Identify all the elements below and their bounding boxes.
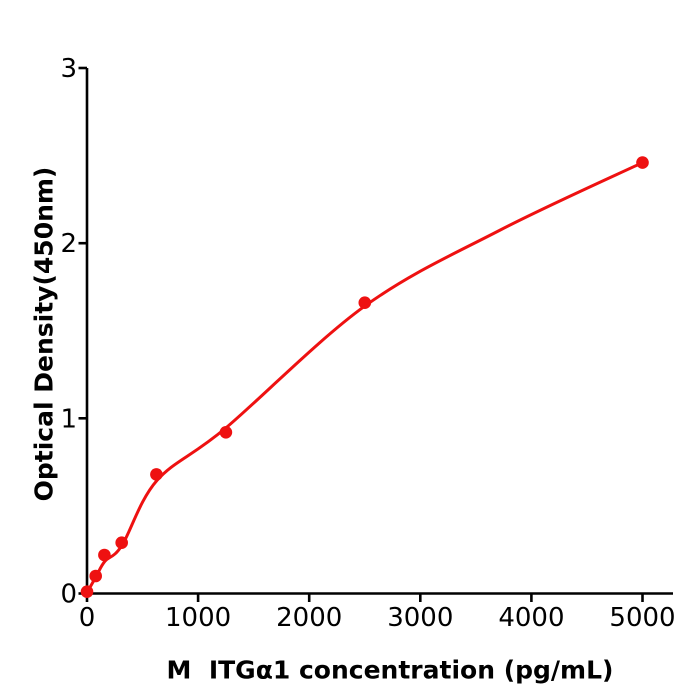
data-point [219,426,233,439]
data-point [115,536,128,549]
data-point [358,296,372,310]
x-tick-label: 0 [79,603,96,633]
x-tick-label: 1000 [165,603,231,633]
data-point [80,585,94,598]
x-tick-label: 3000 [387,603,453,633]
x-tick-label: 2000 [276,603,342,633]
y-tick-label: 3 [60,54,77,84]
data-point [98,548,111,562]
axes-layer: 0 1000 2000 3000 4000 5000 0 1 2 3 [60,54,675,633]
fit-curve [85,161,644,595]
data-point [636,156,649,169]
x-axis-title: M ITGα1 concentration (pg/mL) [166,655,614,685]
y-tick-label: 0 [60,580,77,610]
plot-layer [80,156,649,598]
data-point [89,569,102,583]
axis-spines [85,68,673,595]
y-axis-title: Optical Density(450nm) [29,166,59,502]
x-tick-label: 4000 [498,603,564,633]
y-tick-label: 2 [60,229,77,259]
x-tick-label: 5000 [609,603,675,633]
y-tick-label: 1 [60,404,77,434]
data-point [150,468,163,481]
